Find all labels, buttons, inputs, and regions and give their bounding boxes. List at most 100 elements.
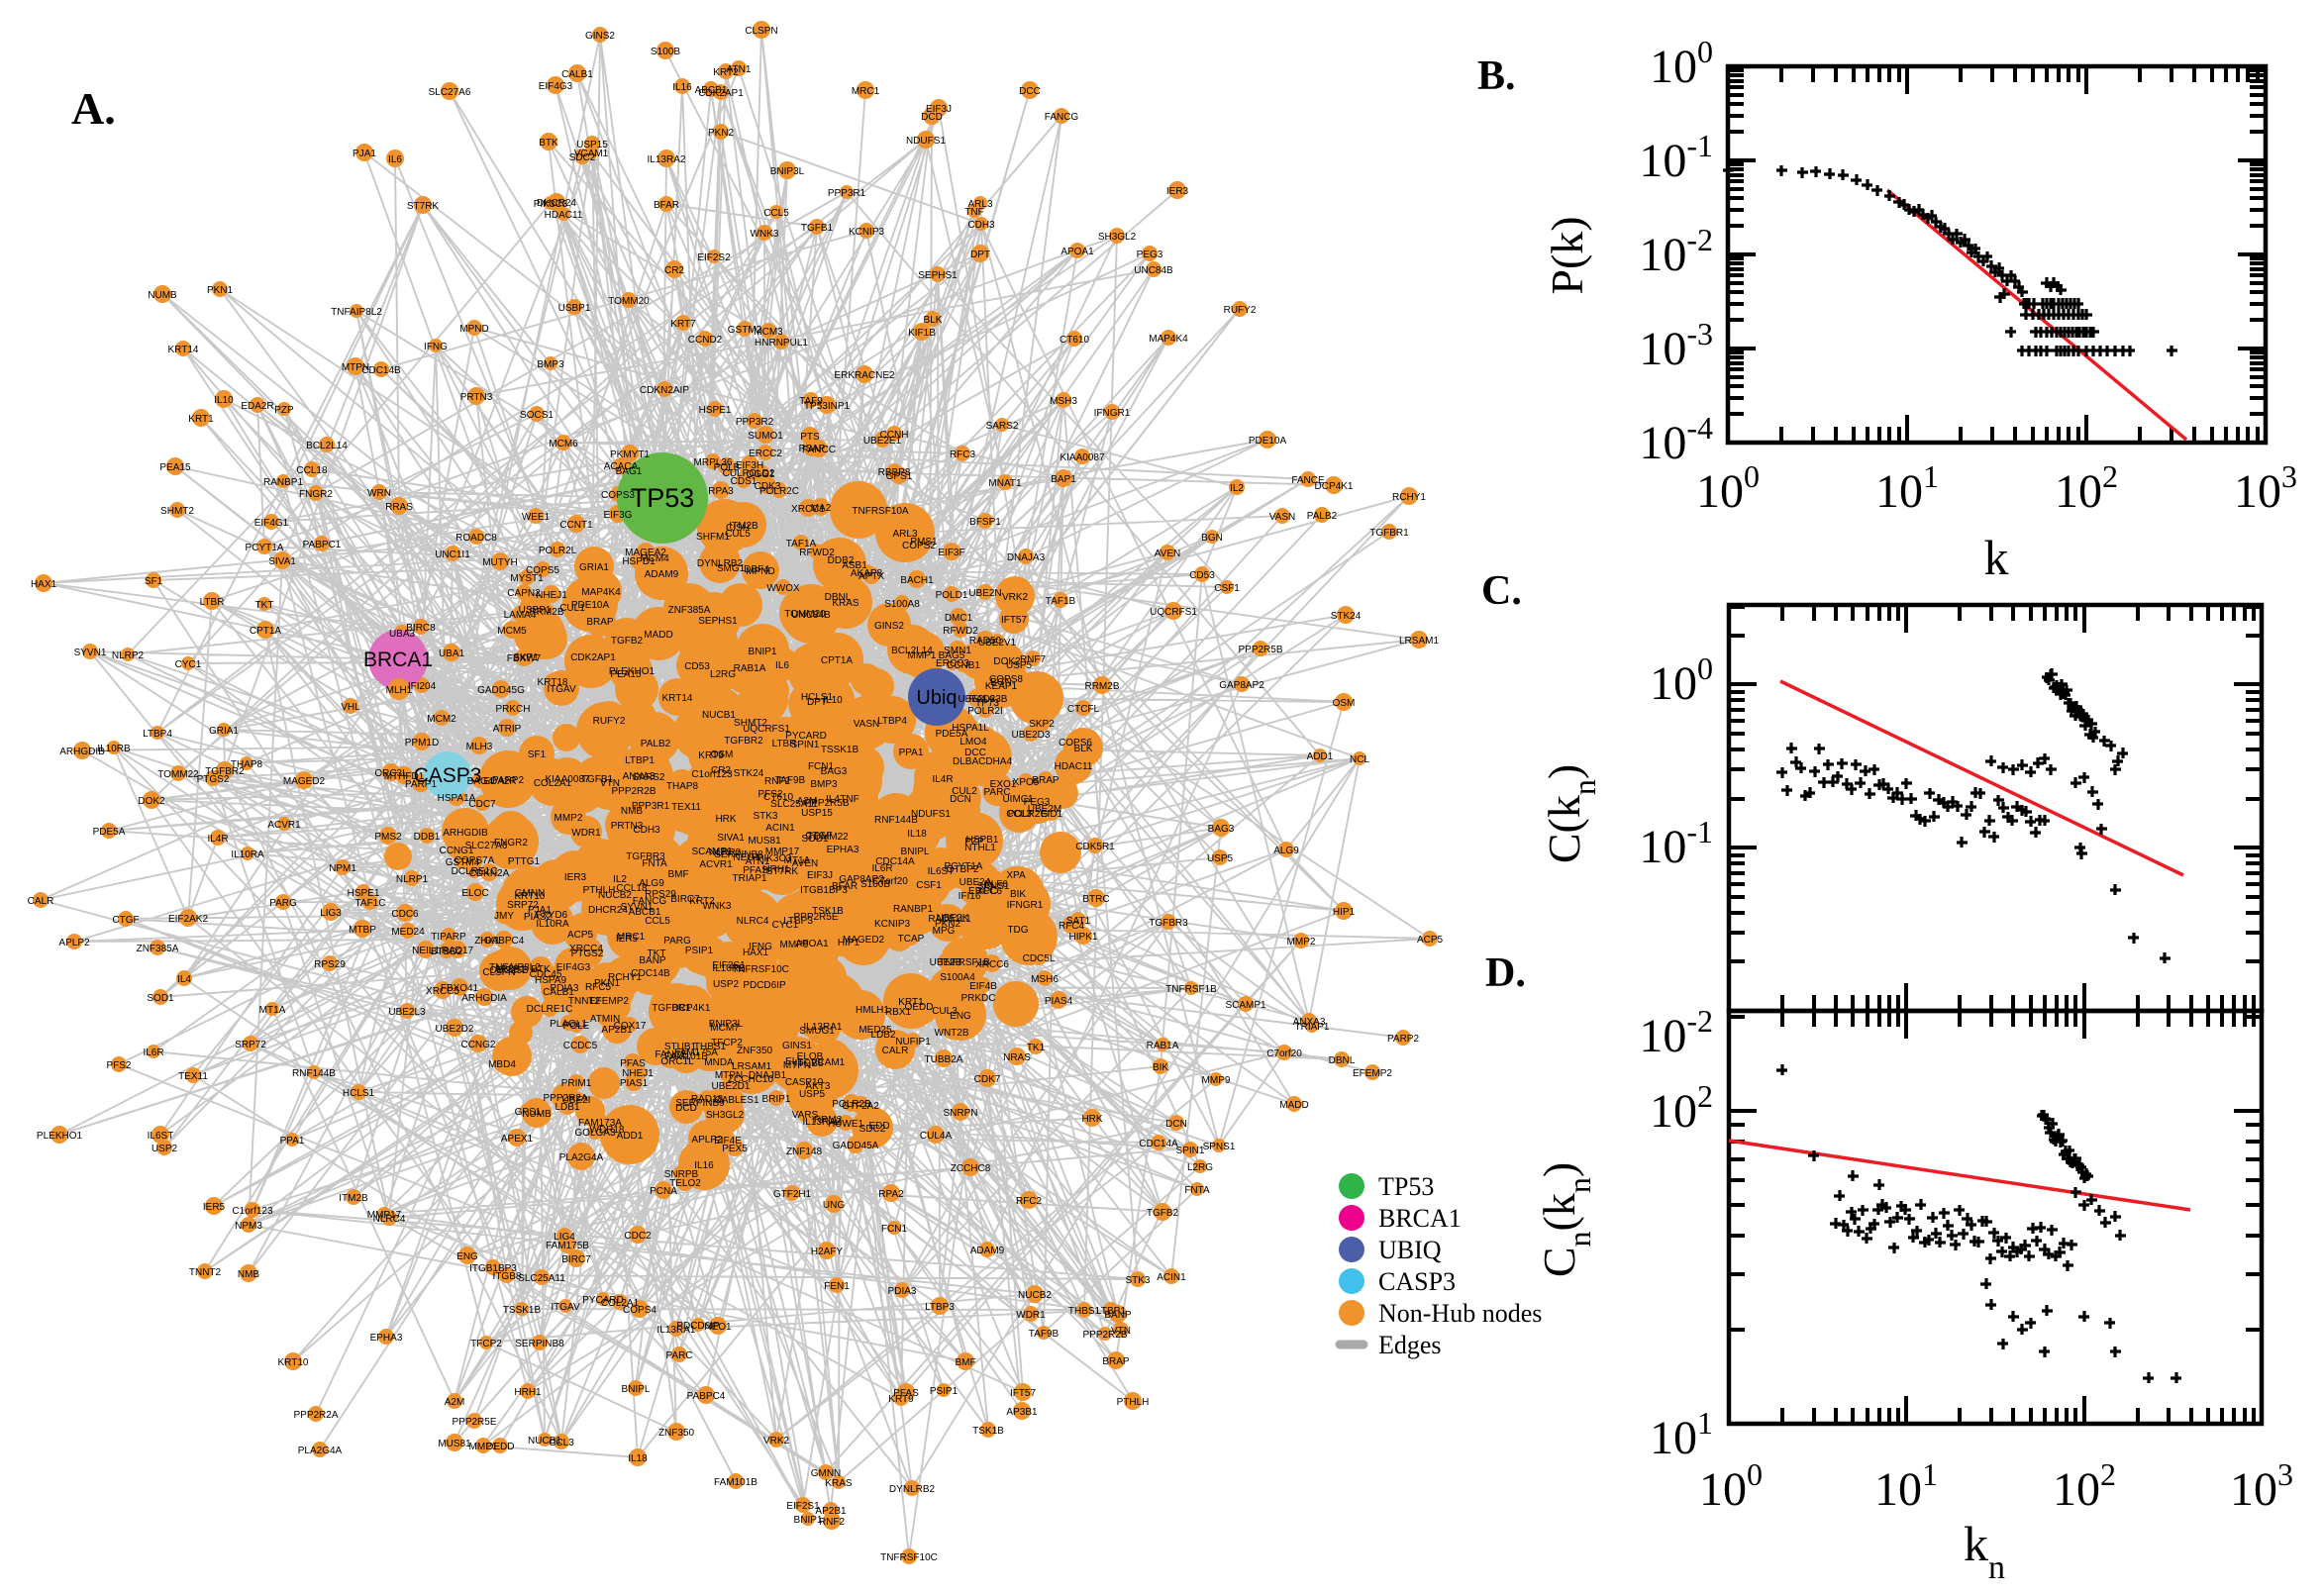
svg-text:TP73: TP73 (975, 698, 999, 709)
svg-text:KRT7: KRT7 (670, 319, 696, 330)
svg-text:CDKN2A: CDKN2A (469, 868, 510, 879)
svg-text:SPNS1: SPNS1 (977, 881, 1010, 892)
svg-text:HCLS1: HCLS1 (343, 1088, 375, 1099)
svg-text:IL2: IL2 (613, 874, 627, 885)
svg-text:IER3: IER3 (1166, 186, 1189, 197)
svg-text:SOD1: SOD1 (801, 834, 829, 845)
svg-text:PFAS: PFAS (893, 1388, 919, 1399)
svg-text:BNIPL: BNIPL (901, 847, 930, 857)
svg-text:MAP4K4: MAP4K4 (581, 587, 621, 598)
svg-text:LMO4: LMO4 (960, 737, 987, 748)
svg-text:C.: C. (1481, 568, 1522, 614)
svg-text:HRK: HRK (1081, 1114, 1102, 1125)
svg-text:TGFB2: TGFB2 (1147, 1208, 1179, 1219)
svg-text:MTHFD1: MTHFD1 (384, 771, 425, 782)
svg-text:MTPN: MTPN (715, 1070, 743, 1081)
svg-text:MBD4: MBD4 (488, 1059, 516, 1070)
svg-text:BTBD2: BTBD2 (431, 947, 463, 957)
svg-text:BAG3: BAG3 (821, 766, 848, 777)
svg-text:SYVN1: SYVN1 (74, 648, 107, 658)
svg-text:IL6: IL6 (775, 660, 789, 671)
svg-text:LTBP1: LTBP1 (1096, 1306, 1126, 1317)
svg-text:MMP17: MMP17 (367, 1210, 402, 1221)
svg-text:WDR1: WDR1 (571, 828, 601, 839)
svg-text:KEAP1: KEAP1 (985, 681, 1018, 692)
svg-text:DMC1: DMC1 (945, 613, 973, 624)
svg-text:ERKRACNE2: ERKRACNE2 (834, 370, 895, 381)
svg-text:KRT14: KRT14 (168, 345, 199, 355)
svg-text:CDH3: CDH3 (633, 825, 660, 836)
svg-text:PTGS2: PTGS2 (197, 774, 230, 785)
svg-text:FXYD6: FXYD6 (536, 910, 568, 921)
svg-text:L2RG: L2RG (1187, 1162, 1213, 1173)
svg-text:CCNG1: CCNG1 (439, 846, 473, 856)
svg-text:TIPARP: TIPARP (431, 932, 466, 943)
svg-text:DCP4K1: DCP4K1 (672, 1003, 711, 1014)
svg-text:IER3: IER3 (564, 872, 587, 883)
svg-text:LRSAM1: LRSAM1 (732, 1061, 771, 1072)
svg-text:SIVA1: SIVA1 (717, 833, 745, 844)
svg-text:ANXA3: ANXA3 (1293, 1017, 1326, 1028)
svg-text:IFNG: IFNG (424, 342, 448, 352)
svg-text:TP53INP1: TP53INP1 (804, 401, 851, 412)
svg-text:ITM2B: ITM2B (729, 521, 758, 532)
svg-text:HSPD1: HSPD1 (622, 556, 656, 567)
svg-text:TGFBR3: TGFBR3 (626, 851, 665, 862)
svg-text:SOD1: SOD1 (147, 993, 174, 1004)
svg-text:FBXO41: FBXO41 (441, 983, 479, 994)
svg-text:TSK1B: TSK1B (972, 1426, 1004, 1437)
svg-text:CLSPN: CLSPN (482, 967, 515, 978)
svg-text:NPM3: NPM3 (235, 1221, 262, 1232)
svg-text:NHEJ1: NHEJ1 (622, 1068, 654, 1079)
svg-text:FNGR2: FNGR2 (494, 838, 528, 848)
svg-text:MED25: MED25 (858, 1025, 892, 1036)
svg-text:HSPB1: HSPB1 (966, 835, 999, 846)
svg-text:GTBP2: GTBP2 (947, 864, 979, 875)
svg-text:COPS6: COPS6 (1059, 738, 1092, 748)
svg-text:USP5: USP5 (1207, 853, 1234, 864)
svg-text:RRM2B: RRM2B (529, 607, 563, 618)
svg-text:OGG1: OGG1 (747, 469, 775, 480)
svg-text:GINS2: GINS2 (585, 31, 615, 42)
svg-text:MAGEA2: MAGEA2 (625, 548, 666, 558)
svg-text:VASN: VASN (854, 719, 880, 730)
svg-text:ZNF385A: ZNF385A (668, 605, 711, 616)
svg-text:POLR2G: POLR2G (1008, 809, 1049, 820)
svg-text:LDB2: LDB2 (870, 1030, 895, 1041)
svg-text:NEO1: NEO1 (704, 1322, 732, 1333)
svg-text:CALR: CALR (28, 896, 54, 907)
svg-text:IL10RA: IL10RA (536, 919, 569, 930)
svg-text:ERCC3: ERCC3 (936, 658, 969, 669)
svg-text:BRAP: BRAP (1032, 775, 1060, 786)
svg-text:ENG: ENG (456, 1251, 478, 1262)
svg-text:TFCP2: TFCP2 (711, 1038, 743, 1048)
svg-text:POLB: POLB (714, 462, 741, 473)
svg-text:PEA15: PEA15 (159, 462, 191, 473)
svg-text:RNF2: RNF2 (819, 1517, 846, 1528)
svg-text:102: 102 (1650, 1078, 1713, 1138)
svg-text:SARS2: SARS2 (633, 772, 665, 783)
svg-text:BTRC: BTRC (1082, 894, 1109, 905)
svg-text:UBE2L6: UBE2L6 (958, 694, 995, 705)
svg-text:OEDD: OEDD (486, 1442, 515, 1452)
svg-text:GPS1: GPS1 (886, 471, 913, 482)
svg-text:TRIAP1: TRIAP1 (732, 873, 766, 884)
svg-text:KIF1B: KIF1B (908, 328, 936, 339)
svg-text:RANBP1: RANBP1 (263, 477, 303, 488)
svg-text:BCL2L14: BCL2L14 (306, 441, 348, 451)
svg-text:FAM173A: FAM173A (578, 1118, 622, 1129)
svg-text:TNFRSF10C: TNFRSF10C (732, 964, 789, 975)
svg-text:FAM101B: FAM101B (714, 1477, 758, 1488)
svg-text:FAM101B: FAM101B (664, 1051, 708, 1062)
svg-text:PZP: PZP (274, 405, 294, 416)
svg-text:POLR2C: POLR2C (759, 486, 799, 497)
svg-text:HMLH1: HMLH1 (856, 1005, 889, 1016)
svg-text:GTF2H1: GTF2H1 (773, 1189, 812, 1200)
svg-text:RFC4: RFC4 (1059, 921, 1085, 932)
svg-text:102: 102 (2053, 1456, 2116, 1516)
svg-text:CUL5: CUL5 (725, 529, 751, 540)
svg-text:FCN1: FCN1 (808, 761, 835, 772)
svg-text:CCNH: CCNH (880, 430, 909, 441)
svg-text:UBE2B: UBE2B (930, 957, 962, 968)
svg-text:BLK: BLK (924, 315, 943, 326)
